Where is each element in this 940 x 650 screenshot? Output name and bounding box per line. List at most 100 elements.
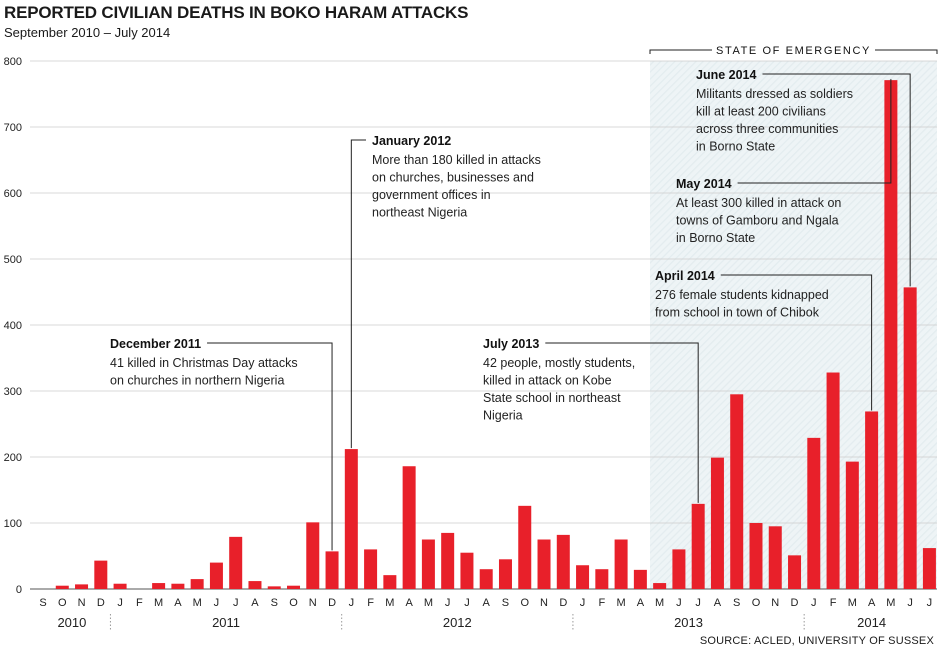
annotation: June 2014 Militants dressed as soldiers ki… — [696, 68, 911, 287]
x-tick-label: D — [97, 597, 105, 609]
annotation-text: killed in attack on Kobe — [483, 374, 612, 388]
bar — [922, 548, 936, 589]
x-tick-label: A — [405, 597, 413, 609]
bar — [94, 560, 108, 589]
annotation-text: More than 180 killed in attacks — [372, 153, 541, 167]
y-tick-label: 400 — [4, 320, 22, 332]
y-tick-label: 100 — [4, 518, 22, 530]
annotation-text: government offices in — [372, 188, 491, 202]
x-tick-label: S — [271, 597, 278, 609]
annotation-leader-line — [350, 139, 366, 449]
x-tick-label: A — [868, 597, 876, 609]
bar — [556, 534, 570, 589]
bar — [460, 552, 474, 589]
x-tick-label: A — [637, 597, 645, 609]
annotation-title: December 2011 — [110, 337, 201, 351]
bar — [595, 569, 609, 589]
x-tick-label: J — [464, 597, 470, 609]
annotation-title: January 2012 — [372, 134, 451, 148]
annotation-text: Nigeria — [483, 409, 523, 423]
bar — [306, 522, 320, 589]
x-tick-label: J — [580, 597, 586, 609]
annotation-title: May 2014 — [676, 177, 732, 191]
x-tick-label: J — [811, 597, 817, 609]
x-tick-label: D — [559, 597, 567, 609]
annotation: July 2013 42 people, mostly students, kill… — [483, 337, 699, 503]
bar — [749, 523, 763, 589]
annotation-text: kill at least 200 civilians — [696, 105, 826, 119]
annotation-text: across three communities — [696, 122, 838, 136]
x-tick-label: M — [424, 597, 433, 609]
x-tick-label: J — [676, 597, 682, 609]
x-tick-label: M — [848, 597, 857, 609]
annotation-title: July 2013 — [483, 337, 539, 351]
annotation-text: in Borno State — [676, 231, 755, 245]
source-note: SOURCE: ACLED, UNIVERSITY OF SUSSEX — [699, 635, 934, 647]
y-tick-label: 0 — [16, 584, 22, 596]
x-tick-label: O — [520, 597, 529, 609]
bar — [537, 539, 551, 589]
bar — [672, 549, 686, 589]
x-tick-label: S — [733, 597, 740, 609]
x-tick-label: M — [886, 597, 895, 609]
x-tick-label: J — [214, 597, 220, 609]
bar — [344, 449, 358, 589]
annotation-title: April 2014 — [655, 269, 715, 283]
x-tick-label: J — [445, 597, 451, 609]
bar — [518, 505, 532, 589]
bar — [768, 526, 782, 589]
bar — [576, 565, 590, 589]
year-label: 2010 — [57, 615, 86, 630]
bar — [55, 585, 69, 589]
x-tick-label: O — [289, 597, 298, 609]
x-tick-label: J — [695, 597, 701, 609]
year-label: 2014 — [857, 615, 886, 630]
annotation-leader-line — [762, 73, 911, 287]
bar — [807, 437, 821, 589]
x-tick-label: N — [540, 597, 548, 609]
bar — [903, 287, 917, 589]
x-tick-label: J — [117, 597, 123, 609]
annotation-text: 41 killed in Christmas Day attacks — [110, 356, 298, 370]
annotation-text: Militants dressed as soldiers — [696, 87, 853, 101]
x-tick-label: S — [39, 597, 46, 609]
y-tick-label: 600 — [4, 188, 22, 200]
annotation-text: State school in northeast — [483, 391, 621, 405]
x-tick-label: D — [328, 597, 336, 609]
bar — [884, 80, 898, 589]
x-tick-label: A — [174, 597, 182, 609]
annotation-text: on churches in northern Nigeria — [110, 374, 284, 388]
bar — [287, 585, 301, 589]
bar — [691, 503, 705, 589]
bar — [479, 569, 493, 589]
x-tick-label: M — [193, 597, 202, 609]
bar — [826, 372, 840, 589]
annotation: May 2014 At least 300 killed in attack on… — [676, 79, 892, 245]
year-label: 2013 — [674, 615, 703, 630]
annotation-text: 42 people, mostly students, — [483, 356, 635, 370]
bar — [190, 579, 204, 589]
x-tick-label: S — [502, 597, 509, 609]
annotation-leader-line — [720, 274, 873, 411]
x-tick-label: A — [714, 597, 722, 609]
x-tick-label: A — [483, 597, 491, 609]
bar — [653, 583, 667, 589]
bar — [633, 569, 647, 589]
annotation-text: northeast Nigeria — [372, 206, 467, 220]
x-tick-label: J — [233, 597, 239, 609]
bar — [788, 555, 802, 589]
x-tick-label: N — [78, 597, 86, 609]
y-tick-label: 700 — [4, 122, 22, 134]
bar — [441, 532, 455, 589]
bar — [152, 583, 166, 589]
x-tick-label: O — [752, 597, 761, 609]
annotation: January 2012 More than 180 killed in atta… — [350, 134, 541, 449]
annotation: December 2011 41 killed in Christmas Day … — [110, 337, 333, 551]
x-tick-label: J — [907, 597, 913, 609]
x-tick-label: M — [655, 597, 664, 609]
y-tick-label: 300 — [4, 386, 22, 398]
year-label: 2011 — [212, 615, 240, 630]
bar — [229, 536, 243, 589]
bar — [421, 539, 435, 589]
annotation: April 2014 276 female students kidnapped f… — [655, 269, 873, 411]
